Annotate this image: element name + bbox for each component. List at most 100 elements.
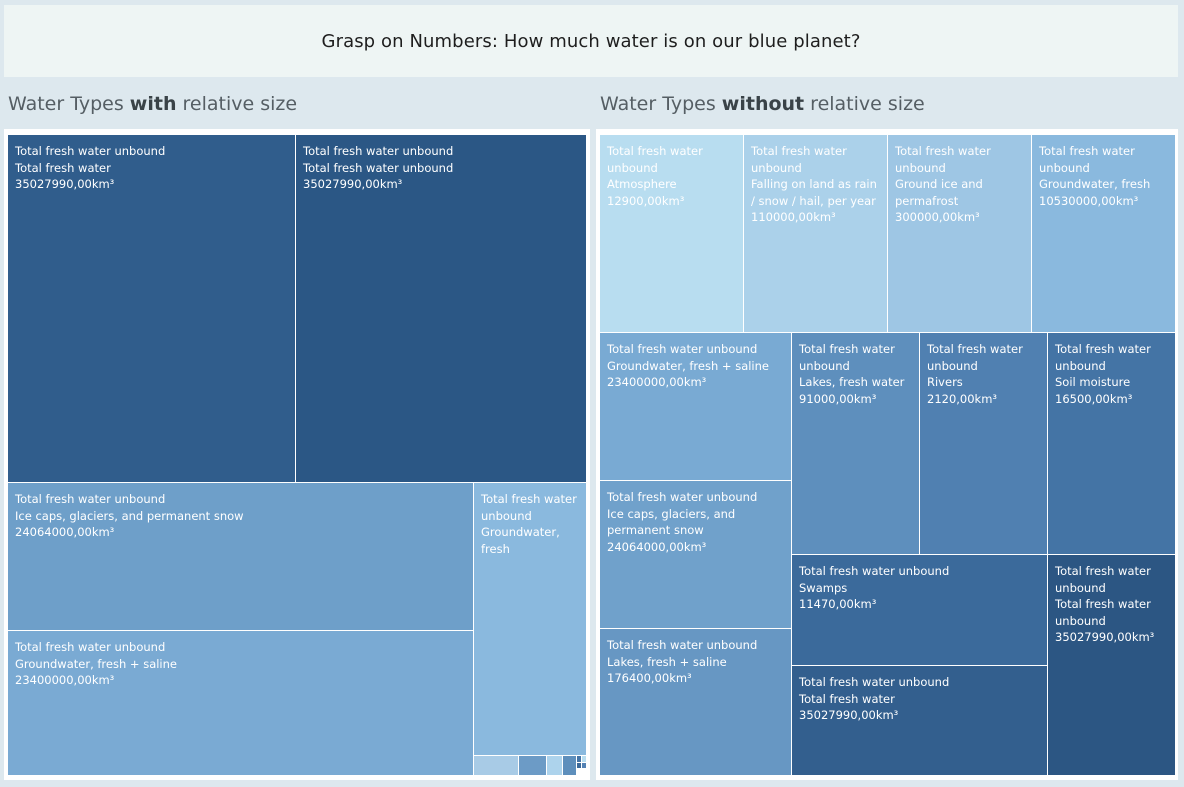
cell-label: Total fresh water unbound Atmosphere 12900… — [607, 143, 738, 209]
treemap-cell[interactable] — [582, 756, 587, 763]
cell-name-text: Groundwater, fresh — [481, 525, 560, 556]
cell-group-text: Total fresh water unbound — [15, 144, 166, 158]
treemap-cell[interactable] — [582, 763, 587, 769]
cell-label: Total fresh water unbound Groundwater, fr… — [15, 639, 468, 689]
cell-group-text: Total fresh water unbound — [1039, 144, 1135, 175]
cell-label: Total fresh water unbound Groundwater, fr… — [1039, 143, 1170, 209]
cell-value-text: 35027990,00km³ — [799, 708, 899, 722]
cell-label: Total fresh water unbound Total fresh wat… — [303, 143, 581, 193]
cell-label: Total fresh water unbound Soil moisture 16… — [1055, 341, 1170, 407]
left-panel-title-bold: with — [129, 93, 177, 115]
cell-group-text: Total fresh water unbound — [1055, 564, 1151, 595]
treemap-cell[interactable]: Total fresh water unbound Swamps 11470,00k… — [792, 555, 1048, 666]
cell-name-text: Groundwater, fresh + saline — [15, 656, 177, 671]
treemap-cell[interactable]: Total fresh water unbound Groundwater, fr… — [474, 483, 587, 756]
treemap-cell[interactable]: Total fresh water unbound Ice caps, glaci… — [8, 483, 474, 631]
cell-group-text: Total fresh water unbound — [927, 342, 1023, 373]
cell-value-text: 23400000,00km³ — [15, 673, 115, 687]
cell-name-text: Ice caps, glaciers, and permanent snow — [15, 508, 244, 523]
cell-label: Total fresh water unbound Swamps 11470,00k… — [799, 563, 1042, 613]
cell-name-text: Ground ice and permafrost — [895, 177, 983, 208]
cell-label: Total fresh water unbound Ice caps, glaci… — [15, 491, 468, 541]
cell-name-text: Falling on land as rain / snow / hail, p… — [751, 177, 877, 208]
treemap-cell[interactable]: Total fresh water unbound Falling on land… — [744, 135, 888, 333]
treemap-with-relative-size: Total fresh water unbound Total fresh wat… — [4, 129, 590, 780]
cell-value-text: 12900,00km³ — [607, 193, 685, 208]
cell-group-text: Total fresh water unbound — [1055, 342, 1151, 373]
treemap-cell[interactable]: Total fresh water unbound Groundwater, fr… — [600, 333, 792, 481]
treemap-cell[interactable] — [547, 756, 563, 776]
cell-name-text: Soil moisture — [1055, 375, 1131, 389]
cell-value-text: 16500,00km³ — [1055, 391, 1133, 406]
cell-name-text: Total fresh water — [15, 160, 111, 175]
cell-group-text: Total fresh water unbound — [607, 638, 758, 652]
dashboard-title-bar: Grasp on Numbers: How much water is on o… — [4, 5, 1178, 77]
cell-label: Total fresh water unbound Total fresh wat… — [1055, 563, 1170, 646]
cell-label: Total fresh water unbound Rivers 2120,00km… — [927, 341, 1042, 407]
cell-name-text: Total fresh water unbound — [303, 160, 454, 175]
treemap-cell[interactable] — [577, 763, 582, 769]
treemap-cell[interactable] — [577, 756, 582, 763]
treemap-cell[interactable]: Total fresh water unbound Atmosphere 12900… — [600, 135, 744, 333]
treemap-cell[interactable]: Total fresh water unbound Ice caps, glaci… — [600, 481, 792, 629]
treemap-cell[interactable]: Total fresh water unbound Total fresh wat… — [296, 135, 587, 483]
cell-value-text: 23400000,00km³ — [607, 375, 707, 389]
left-panel-title: Water Types with relative size — [8, 93, 297, 115]
treemap-cell[interactable]: Total fresh water unbound Total fresh wat… — [792, 666, 1048, 776]
cell-value-text: 24064000,00km³ — [15, 525, 115, 539]
cell-group-text: Total fresh water unbound — [895, 144, 991, 175]
cell-name-text: Atmosphere — [607, 177, 677, 191]
right-panel-title: Water Types without relative size — [600, 93, 925, 115]
treemap-cell[interactable]: Total fresh water unbound Groundwater, fr… — [1032, 135, 1176, 333]
cell-label: Total fresh water unbound Ground ice and … — [895, 143, 1026, 226]
cell-value-text: 35027990,00km³ — [1055, 630, 1155, 644]
cell-label: Total fresh water unbound Total fresh wat… — [799, 674, 1042, 724]
dashboard-title: Grasp on Numbers: How much water is on o… — [321, 30, 861, 52]
treemap-without-relative-size: Total fresh water unbound Atmosphere 12900… — [596, 129, 1178, 780]
cell-group-text: Total fresh water unbound — [751, 144, 847, 175]
cell-value-text: 11470,00km³ — [799, 597, 877, 611]
cell-name-text: Ice caps, glaciers, and permanent snow — [607, 506, 736, 538]
cell-name-text: Rivers — [927, 375, 963, 389]
cell-group-text: Total fresh water unbound — [15, 640, 166, 654]
cell-name-text: Total fresh water unbound — [1055, 597, 1151, 628]
cell-label: Total fresh water unbound Groundwater, fr… — [481, 491, 581, 557]
cell-name-text: Lakes, fresh + saline — [607, 654, 727, 669]
cell-group-text: Total fresh water unbound — [303, 144, 454, 158]
treemap-cell[interactable] — [563, 756, 577, 776]
left-panel-title-suffix: relative size — [176, 93, 298, 115]
treemap-cell[interactable]: Total fresh water unbound Soil moisture 16… — [1048, 333, 1176, 555]
cell-label: Total fresh water unbound Lakes, fresh wa… — [799, 341, 914, 407]
left-panel-title-prefix: Water Types — [8, 93, 130, 115]
cell-value-text: 35027990,00km³ — [303, 177, 403, 191]
treemap-cell[interactable]: Total fresh water unbound Rivers 2120,00km… — [920, 333, 1048, 555]
cell-group-text: Total fresh water unbound — [481, 492, 577, 523]
treemap-cell[interactable] — [519, 756, 547, 776]
cell-label: Total fresh water unbound Falling on land… — [751, 143, 882, 226]
cell-name-text: Lakes, fresh water — [799, 375, 905, 389]
cell-group-text: Total fresh water unbound — [607, 490, 758, 504]
cell-group-text: Total fresh water unbound — [607, 342, 758, 356]
cell-value-text: 24064000,00km³ — [607, 539, 707, 554]
cell-label: Total fresh water unbound Groundwater, fr… — [607, 341, 786, 391]
treemap-cell[interactable]: Total fresh water unbound Total fresh wat… — [8, 135, 296, 483]
treemap-cell[interactable]: Total fresh water unbound Ground ice and … — [888, 135, 1032, 333]
treemap-cell[interactable]: Total fresh water unbound Groundwater, fr… — [8, 631, 474, 776]
cell-value-text: 35027990,00km³ — [15, 177, 115, 191]
cell-value-text: 300000,00km³ — [895, 210, 980, 224]
treemap-cell[interactable] — [474, 756, 519, 776]
cell-group-text: Total fresh water unbound — [15, 492, 166, 506]
cell-group-text: Total fresh water unbound — [799, 675, 950, 689]
right-panel-title-bold: without — [721, 93, 805, 115]
cell-label: Total fresh water unbound Ice caps, glaci… — [607, 489, 786, 555]
cell-name-text: Total fresh water — [799, 691, 895, 706]
right-panel-title-prefix: Water Types — [600, 93, 722, 115]
right-panel-title-suffix: relative size — [804, 93, 925, 115]
cell-name-text: Groundwater, fresh + saline — [607, 358, 769, 373]
cell-label: Total fresh water unbound Total fresh wat… — [15, 143, 290, 193]
treemap-cell[interactable]: Total fresh water unbound Lakes, fresh wa… — [792, 333, 920, 555]
treemap-cell[interactable]: Total fresh water unbound Lakes, fresh + … — [600, 629, 792, 776]
cell-value-text: 91000,00km³ — [799, 391, 877, 406]
treemap-cell[interactable]: Total fresh water unbound Total fresh wat… — [1048, 555, 1176, 776]
cell-value-text: 10530000,00km³ — [1039, 193, 1139, 208]
